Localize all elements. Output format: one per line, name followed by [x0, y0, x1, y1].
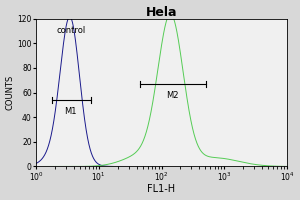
X-axis label: FL1-H: FL1-H: [147, 184, 176, 194]
Text: control: control: [56, 26, 86, 35]
Text: M2: M2: [166, 91, 179, 100]
Y-axis label: COUNTS: COUNTS: [6, 75, 15, 110]
Text: M1: M1: [64, 107, 76, 116]
Title: Hela: Hela: [146, 6, 177, 19]
